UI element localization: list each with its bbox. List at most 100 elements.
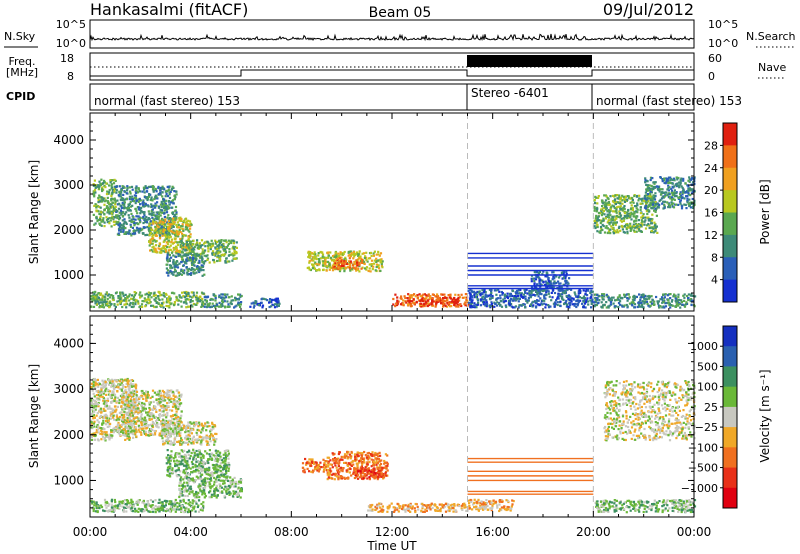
nave-label: Nave [758,61,786,74]
nsearch-tick-top: 10^5 [708,18,738,31]
y-tick-label: 2000 [53,428,84,442]
colorbar-segment [723,123,737,146]
power-panel: 1000 2000 3000 4000 Slant Range [km] 4 8 12 16… [27,112,772,312]
freq-unit: [MHz] [6,66,38,79]
scatter-blob-2 [115,185,178,237]
colorbar-tick-label: 20 [704,184,718,197]
power-axes: 1000 2000 3000 4000 [53,112,695,311]
x-tick-label: 16:00 [475,525,510,539]
y-tick-label: 1000 [53,473,84,487]
cpid-label: CPID [6,90,35,103]
scatter-blob-7 [301,457,329,474]
nsky-tick-top: 10^5 [56,18,86,31]
station-title: Hankasalmi (fitACF) [90,0,248,19]
colorbar-segment [723,386,737,408]
colorbar-segment [723,279,737,303]
beam-title: Beam 05 [369,5,432,21]
colorbar-segment [723,447,737,468]
scatter-blob-17 [593,293,697,309]
colorbar-segment [723,257,737,281]
colorbar-segment [723,212,737,236]
colorbar-segment [723,487,737,509]
colorbar-segment [723,190,737,213]
scatter-blob-1 [92,178,118,228]
colorbar-segment [723,234,737,258]
colorbar-tick-label: 12 [704,229,718,242]
x-tick-label: 08:00 [274,525,309,539]
nsearch-tick-bottom: 10^0 [708,37,738,50]
colorbar-tick-label: 8 [711,251,718,264]
freq-strip: Freq. [MHz] 18 8 60 0 Nave [6,52,787,83]
y-tick-label: 3000 [53,178,84,192]
colorbar-segment [723,167,737,191]
colorbar-tick-label: 1000 [690,340,718,353]
colorbar-tick-label: 100 [697,381,718,394]
scatter-blob-13 [594,499,697,514]
scatter-blob-5 [165,252,206,277]
colorbar-tick-label: 16 [704,207,718,220]
cpid-segment-1: normal (fast stereo) 153 [94,94,240,108]
scatter-blob-5 [178,476,243,499]
scatter-blob-14 [530,270,571,293]
scatter-blob-7 [203,293,243,309]
colorbar-tick-label: 4 [711,274,718,287]
velocity-panel: 1000 2000 3000 4000 Slant Range [km] 1000 50… [27,315,772,518]
cpid-segment-2: Stereo -6401 [471,86,549,100]
scatter-blob-6 [90,290,206,309]
scatter-blob-10 [331,257,364,271]
x-tick-label: 04:00 [173,525,208,539]
stereo-range-lines [467,252,594,290]
scatter-blob-16 [643,176,696,210]
y-tick-label: 3000 [53,382,84,396]
y-tick-label: 4000 [53,336,84,350]
colorbar-segment [723,467,737,489]
colorbar-tick-label: −500 [688,462,718,475]
stereo-nave-block [467,55,592,67]
scatter-blob-2 [120,389,183,437]
nsearch-label: N.Search [746,30,796,43]
nsky-strip: N.Sky 10^5 10^0 10^5 10^0 N.Search [4,18,796,50]
date-title: 09/Jul/2012 [603,0,694,19]
freq-tick-bottom: 8 [67,70,74,83]
scatter-blob-3 [160,421,218,446]
scatter-blob-12 [603,380,697,442]
scatter-blob-4 [165,448,231,479]
scatter-blob-11 [467,498,515,513]
colorbar-tick-label: −25 [695,421,718,434]
freq-tick-top: 18 [60,52,74,65]
freq-label: Freq. [8,55,35,68]
colorbar-segment [723,326,737,347]
power-colorbar: 4 8 12 16 20 24 28 [704,122,738,303]
nsky-label: N.Sky [4,30,36,43]
power-colorbar-label: Power [dB] [758,179,772,244]
y-tick-label: 2000 [53,223,84,237]
nsky-trace [89,33,695,42]
colorbar-segment [723,346,737,367]
y-tick-label: 1000 [53,268,84,282]
colorbar-tick-label: −1000 [681,482,718,495]
scatter-blob-6 [90,498,205,514]
colorbar-segment [723,406,737,428]
velocity-colorbar-label: Velocity [m s⁻¹] [758,369,772,462]
y-tick-label: 4000 [53,133,84,147]
power-ylabel: Slant Range [km] [27,160,41,264]
x-tick-label: 00:00 [73,525,108,539]
velocity-data-layer [90,377,697,514]
cpid-strip: CPID normal (fast stereo) 153 Stereo -64… [6,83,742,111]
x-tick-label: 20:00 [576,525,611,539]
colorbar-tick-label: 500 [697,360,718,373]
colorbar-segment [723,145,737,169]
stereo-range-lines [467,457,594,495]
scatter-blob-13 [467,288,596,309]
colorbar-tick-label: 24 [704,162,718,175]
scatter-blob-12 [419,296,460,306]
colorbar-segment [723,427,737,448]
power-data-layer [90,176,697,309]
velocity-axes: 1000 2000 3000 4000 [53,315,695,517]
scatter-blob-8 [249,297,281,309]
cpid-segment-3: normal (fast stereo) 153 [596,94,742,108]
x-tick-label: 00:00 [677,525,712,539]
nave-tick-top: 60 [708,52,722,65]
scatter-blob-10 [367,502,469,514]
colorbar-tick-label: 25 [704,401,718,414]
